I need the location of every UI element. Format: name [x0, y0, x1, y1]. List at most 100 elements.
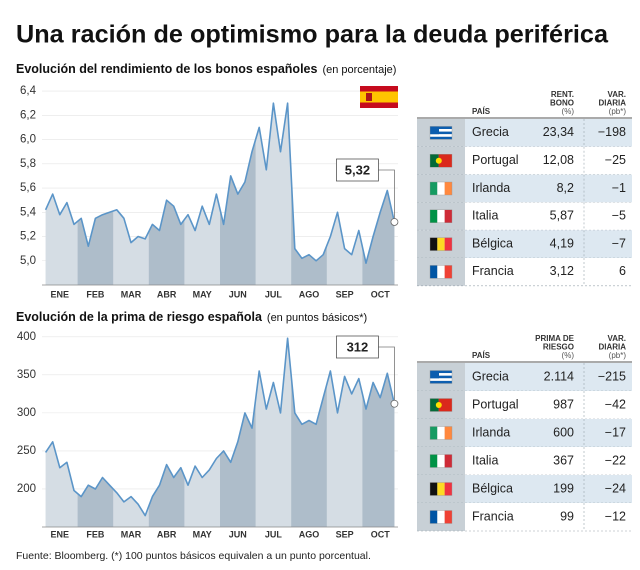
column-unit: (%): [562, 107, 575, 116]
flag-border: [429, 237, 453, 251]
x-tick-label: FEB: [86, 529, 105, 539]
month-band: [148, 103, 185, 285]
cell: 12,08: [543, 153, 574, 167]
chart-title: Evolución del rendimiento de los bonos e…: [16, 62, 396, 76]
y-tick-label: 6,0: [20, 134, 36, 146]
x-tick-label: AGO: [299, 289, 320, 299]
flag-emblem: [435, 402, 442, 408]
flag-border: [429, 482, 453, 496]
cell: −1: [612, 181, 626, 195]
y-tick-label: 300: [17, 407, 36, 419]
row-bg: [465, 119, 632, 147]
cell: −17: [605, 425, 626, 439]
column-header: VAR.: [607, 90, 626, 99]
x-tick-label: JUL: [265, 529, 283, 539]
month-band: [77, 103, 114, 285]
x-tick-label: OCT: [371, 529, 391, 539]
x-tick-label: OCT: [371, 289, 391, 299]
cell: Grecia: [472, 369, 509, 383]
cell: −7: [612, 236, 626, 250]
flag-stripe: [430, 373, 452, 376]
flag-stripe: [444, 510, 452, 524]
cell: −5: [612, 209, 626, 223]
flag-stripe: [437, 510, 445, 524]
flag-border: [429, 398, 453, 412]
row-bg: [465, 230, 632, 258]
x-tick-label: SEP: [336, 529, 354, 539]
flag-stripe: [444, 265, 452, 279]
cell: Bélgica: [472, 481, 513, 495]
cell: 23,34: [543, 125, 574, 139]
x-tick-label: ENE: [51, 289, 70, 299]
x-tick-label: JUN: [229, 289, 247, 299]
y-tick-label: 350: [17, 369, 36, 381]
column-header: PRIMA DE: [535, 334, 574, 343]
flag-stripe: [430, 378, 452, 381]
column-unit: (%): [562, 351, 575, 360]
cell: 8,2: [557, 181, 574, 195]
callout-line: [378, 346, 395, 404]
last-point: [390, 218, 399, 226]
x-tick-label: SEP: [336, 289, 354, 299]
callout-label: 5,32: [345, 162, 370, 177]
chart-title-text: Evolución de la prima de riesgo española: [16, 310, 263, 324]
flag-stripe: [430, 482, 438, 496]
y-tick-label: 5,0: [20, 255, 36, 267]
cell: Grecia: [472, 125, 509, 139]
y-tick-label: 6,4: [20, 85, 37, 97]
flag-stripe: [437, 454, 445, 468]
column-header: RIESGO: [543, 343, 574, 352]
flag-border: [429, 426, 453, 440]
x-tick-label: AGO: [299, 529, 320, 539]
month-band: [291, 338, 327, 527]
last-point: [390, 399, 399, 408]
x-tick-label: JUN: [229, 529, 247, 539]
x-tick-label: ABR: [157, 529, 177, 539]
flag-stripe: [444, 426, 452, 440]
y-tick-label: 5,4: [20, 206, 37, 218]
column-header: RENT.: [551, 90, 574, 99]
y-tick-label: 200: [17, 483, 36, 495]
y-tick-label: 5,8: [20, 158, 36, 170]
flag-stripe: [438, 398, 452, 412]
cell: −198: [598, 125, 626, 139]
cell: 199: [553, 481, 574, 495]
cell: 99: [560, 509, 574, 523]
flag-stripe: [430, 454, 438, 468]
cell: 3,12: [550, 264, 574, 278]
callout-box: [336, 158, 379, 182]
cell: Italia: [472, 453, 498, 467]
column-header: VAR.: [607, 334, 626, 343]
column-header: BONO: [550, 99, 574, 108]
flag-stripe: [444, 182, 452, 195]
y-tick-label: 6,2: [20, 109, 36, 121]
flag-stripe: [437, 182, 445, 195]
y-tick-label: 5,6: [20, 182, 36, 194]
cell: 4,19: [550, 236, 574, 250]
flag-spain-shield: [366, 93, 372, 101]
flag-stripe: [430, 136, 452, 140]
row-bg: [465, 475, 632, 503]
y-tick-label: 400: [17, 331, 36, 343]
flag-stripe: [430, 398, 439, 412]
flag-canton: [430, 370, 439, 379]
x-tick-label: ENE: [51, 529, 70, 539]
line: [44, 337, 396, 517]
cell: −25: [605, 153, 626, 167]
flag-emblem: [435, 157, 442, 164]
flag-spain-band: [360, 91, 398, 103]
chart-title: Evolución de la prima de riesgo española…: [16, 310, 367, 324]
row-bg: [465, 174, 632, 203]
flag-stripe: [437, 265, 445, 279]
page-title: Una ración de optimismo para la deuda pe…: [16, 21, 609, 49]
column-header: PAÍS: [472, 351, 491, 360]
flag-stripe: [444, 482, 452, 496]
month-band: [362, 338, 395, 527]
flag-border: [429, 265, 453, 279]
chart-subtitle: (en porcentaje): [322, 64, 396, 76]
flag-stripe: [430, 129, 452, 132]
x-tick-label: MAR: [121, 289, 142, 299]
flag-stripe: [430, 265, 438, 279]
callout-box: [336, 335, 379, 359]
